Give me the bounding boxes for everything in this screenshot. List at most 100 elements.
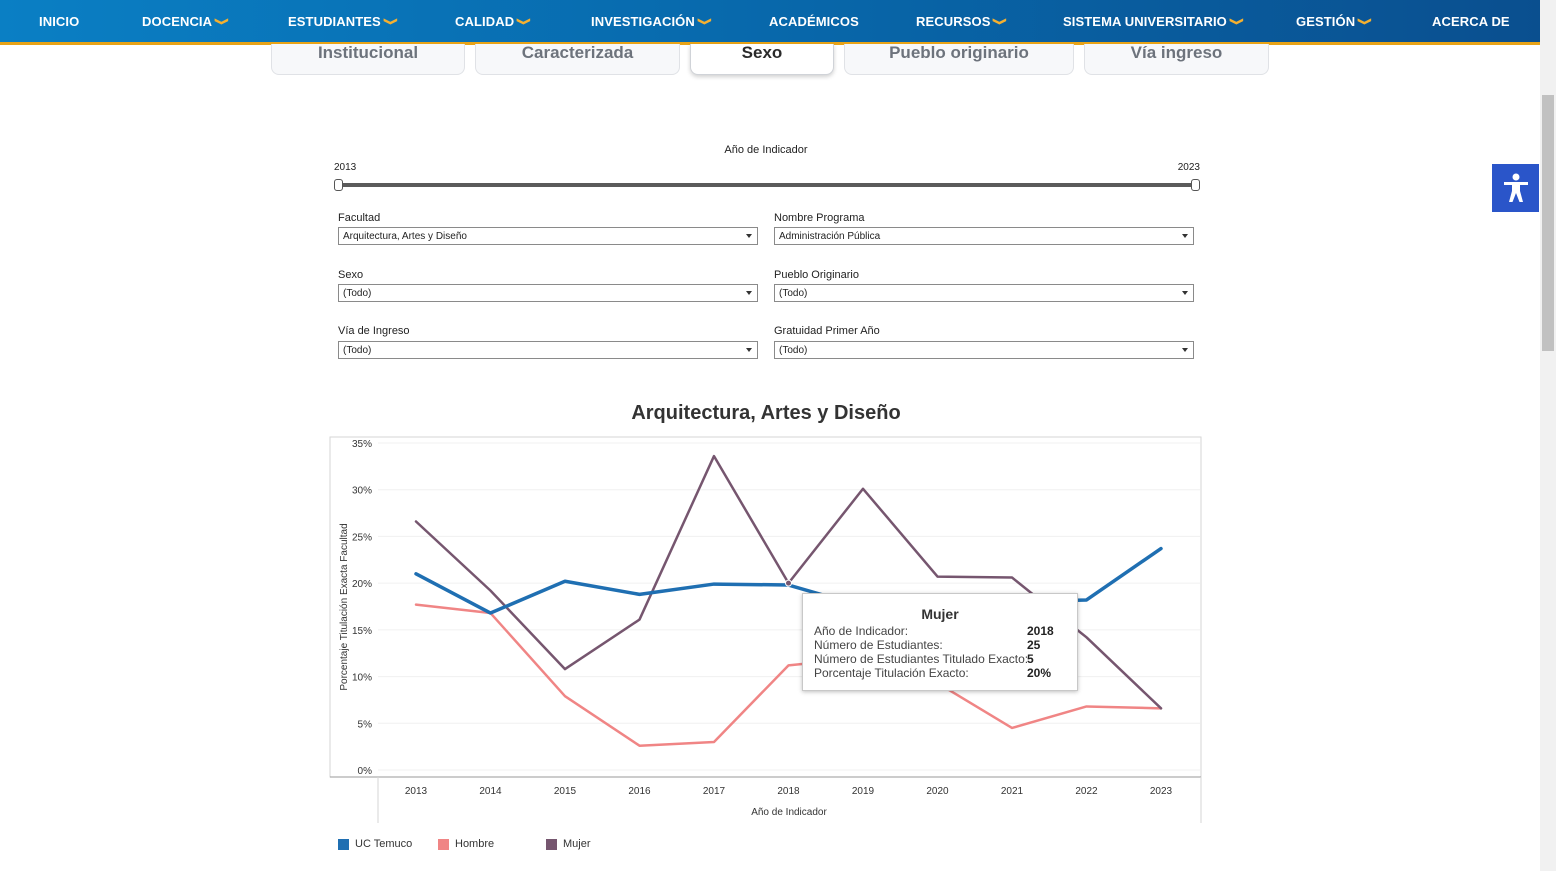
tab-3[interactable]: Pueblo originario <box>844 44 1074 75</box>
sexo-select[interactable]: (Todo) <box>338 284 758 302</box>
y-tick-label: 30% <box>352 486 372 497</box>
hover-marker <box>785 579 792 587</box>
tooltip-row-value: 20% <box>1027 666 1052 680</box>
x-tick-label: 2018 <box>777 786 800 797</box>
nav-item-label: GESTIÓN <box>1296 13 1356 29</box>
x-tick-label: 2014 <box>479 786 502 797</box>
y-axis-label: Porcentaje Titulación Exacta Facultad <box>339 523 350 690</box>
tooltip-row-key: Año de Indicador: <box>814 624 909 638</box>
year-slider-min-label: 2013 <box>334 162 357 173</box>
nav-item-label: DOCENCIA <box>142 13 213 29</box>
nav-item-4[interactable]: INVESTIGACIÓN ❯ <box>591 0 711 42</box>
facultad-select-value: Arquitectura, Artes y Diseño <box>343 230 467 242</box>
tooltip-row-value: 25 <box>1027 638 1041 652</box>
gratuidad-select[interactable]: (Todo) <box>774 341 1194 359</box>
tab-label: Sexo <box>741 44 783 62</box>
y-tick-label: 35% <box>352 439 372 450</box>
y-tick-label: 0% <box>358 766 373 777</box>
x-tick-label: 2017 <box>703 786 726 797</box>
pueblo-select[interactable]: (Todo) <box>774 284 1194 302</box>
chevron-down-icon <box>746 348 752 352</box>
gratuidad-select-value: (Todo) <box>779 344 808 356</box>
nav-item-label: ESTUDIANTES <box>288 13 381 29</box>
page-scrollbar-thumb[interactable] <box>1542 95 1554 351</box>
legend-item[interactable]: Hombre <box>438 838 494 850</box>
legend-swatch <box>438 838 449 850</box>
legend-label: Hombre <box>455 838 495 850</box>
nav-item-7[interactable]: SISTEMA UNIVERSITARIO ❯ <box>1063 0 1243 42</box>
nav-item-label: ACADÉMICOS <box>769 13 859 29</box>
facultad-label: Facultad <box>338 212 381 224</box>
nav-item-3[interactable]: CALIDAD ❯ <box>455 0 531 42</box>
nav-item-label: CALIDAD <box>455 13 515 29</box>
facultad-select[interactable]: Arquitectura, Artes y Diseño <box>338 227 758 245</box>
chevron-down-icon <box>1182 291 1188 295</box>
nav-item-label: ACERCA DE <box>1432 13 1510 29</box>
x-tick-label: 2013 <box>405 786 428 797</box>
tooltip-row-value: 5 <box>1027 652 1034 666</box>
year-slider-track[interactable] <box>338 183 1196 187</box>
y-tick-label: 15% <box>352 626 372 637</box>
sexo-label: Sexo <box>338 269 364 281</box>
y-tick-label: 25% <box>352 532 372 543</box>
via-select-value: (Todo) <box>343 344 372 356</box>
tab-label: Pueblo originario <box>889 44 1029 62</box>
chevron-down-icon <box>1182 234 1188 238</box>
year-slider-max-handle[interactable] <box>1191 179 1200 191</box>
x-tick-label: 2019 <box>852 786 875 797</box>
tooltip-row-key: Número de Estudiantes Titulado Exacto: <box>814 652 1029 666</box>
x-tick-label: 2016 <box>628 786 651 797</box>
tooltip-row-key: Porcentaje Titulación Exacto: <box>814 666 969 680</box>
tab-2[interactable]: Sexo <box>690 44 834 75</box>
tab-label: Institucional <box>317 44 419 62</box>
tooltip-row-key: Número de Estudiantes: <box>814 638 943 652</box>
tab-0[interactable]: Institucional <box>271 44 465 75</box>
chevron-down-icon <box>746 234 752 238</box>
tab-4[interactable]: Vía ingreso <box>1084 44 1269 75</box>
accessibility-icon <box>1503 173 1528 202</box>
x-tick-label: 2021 <box>1001 786 1024 797</box>
tooltip-row-value: 2018 <box>1027 624 1054 638</box>
y-tick-label: 5% <box>358 719 373 730</box>
x-axis-label: Año de Indicador <box>751 807 827 818</box>
tab-label: Caracterizada <box>521 44 634 62</box>
via-label: Vía de Ingreso <box>338 325 410 337</box>
chart-title: Arquitectura, Artes y Diseño <box>631 402 901 424</box>
y-tick-label: 10% <box>352 673 372 684</box>
nav-item-label: RECURSOS <box>916 13 991 29</box>
x-tick-label: 2015 <box>554 786 577 797</box>
programa-select[interactable]: Administración Pública <box>774 227 1194 245</box>
year-slider-min-handle[interactable] <box>334 179 343 191</box>
chart-tooltip: Mujer Año de Indicador: 2018 Número de Est… <box>802 593 1078 691</box>
gratuidad-label: Gratuidad Primer Año <box>774 325 880 337</box>
legend-item[interactable]: Mujer <box>546 838 591 850</box>
tooltip-title: Mujer <box>921 606 959 622</box>
nav-item-label: INVESTIGACIÓN <box>591 13 695 29</box>
sexo-select-value: (Todo) <box>343 287 372 299</box>
nav-item-5[interactable]: ACADÉMICOS <box>769 0 859 42</box>
x-tick-label: 2020 <box>926 786 949 797</box>
x-tick-label: 2022 <box>1075 786 1098 797</box>
top-navigation: INICIO DOCENCIA ❯ ESTUDIANTES ❯ CALIDAD ❯ INVES… <box>0 0 1540 45</box>
nav-item-6[interactable]: RECURSOS ❯ <box>916 0 1007 42</box>
legend-swatch <box>546 838 557 850</box>
chevron-down-icon <box>1182 348 1188 352</box>
programa-select-value: Administración Pública <box>779 230 881 242</box>
nav-item-1[interactable]: DOCENCIA ❯ <box>142 0 229 42</box>
year-slider-max-label: 2023 <box>1177 162 1200 173</box>
nav-item-0[interactable]: INICIO <box>39 0 79 42</box>
nav-item-9[interactable]: ACERCA DE <box>1432 0 1510 42</box>
nav-item-8[interactable]: GESTIÓN ❯ <box>1296 0 1372 42</box>
via-select[interactable]: (Todo) <box>338 341 758 359</box>
y-tick-label: 20% <box>352 579 372 590</box>
accessibility-button[interactable] <box>1492 164 1539 212</box>
legend-item[interactable]: UC Temuco <box>338 838 412 850</box>
tab-1[interactable]: Caracterizada <box>475 44 680 75</box>
legend-swatch <box>338 838 349 850</box>
nav-item-2[interactable]: ESTUDIANTES ❯ <box>288 0 397 42</box>
pueblo-select-value: (Todo) <box>779 287 808 299</box>
nav-item-label: SISTEMA UNIVERSITARIO <box>1063 13 1227 29</box>
programa-label: Nombre Programa <box>774 212 865 224</box>
legend-label: Mujer <box>563 838 591 850</box>
